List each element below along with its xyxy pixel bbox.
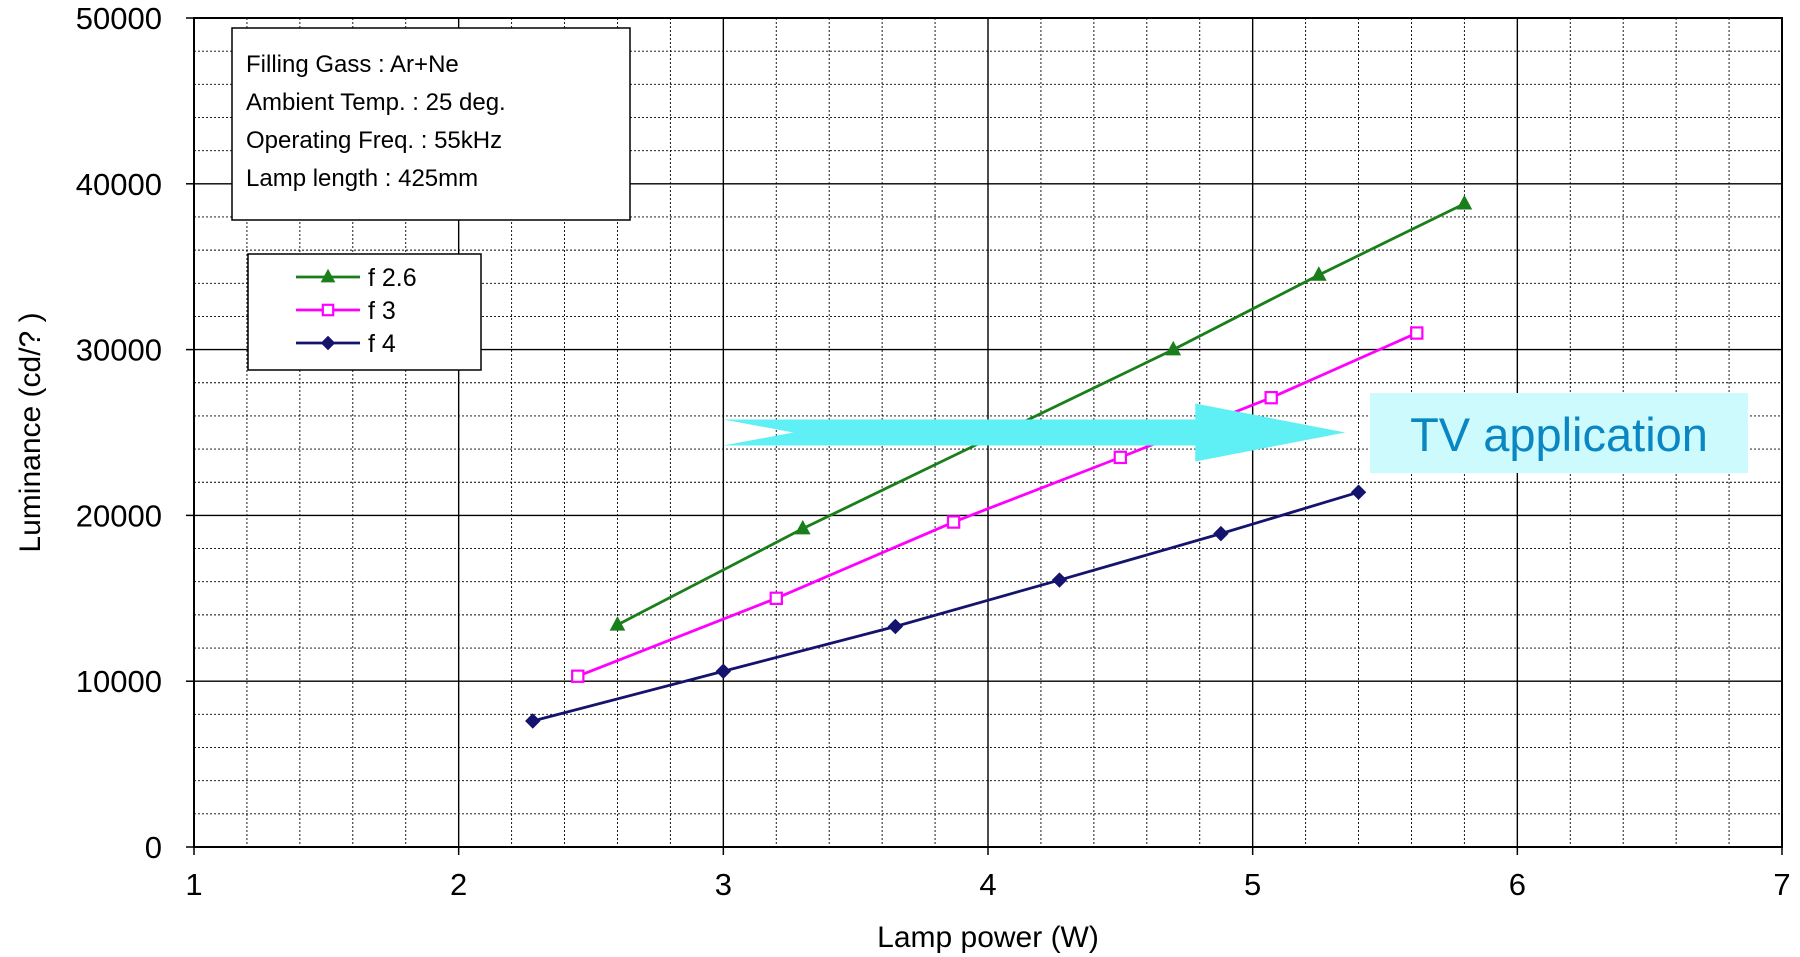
data-point-diamond bbox=[887, 618, 904, 635]
x-tick-label: 3 bbox=[715, 867, 732, 902]
data-point-diamond bbox=[715, 663, 732, 679]
y-tick-label: 50000 bbox=[76, 1, 162, 36]
data-point-triangle bbox=[320, 268, 336, 283]
y-axis-label: Luminance (cd/? ) bbox=[14, 312, 47, 552]
legend-item: f 3 bbox=[296, 297, 396, 325]
info-box-line: Operating Freq. : 55kHz bbox=[246, 127, 502, 154]
data-point-triangle bbox=[794, 519, 811, 535]
legend-item: f 2.6 bbox=[296, 264, 417, 292]
data-point-square bbox=[1264, 390, 1278, 405]
legend: f 2.6 f 3 f 4 bbox=[247, 253, 482, 371]
data-point-triangle bbox=[1310, 266, 1327, 281]
data-point-square bbox=[946, 515, 961, 529]
data-point-diamond bbox=[320, 335, 336, 351]
data-point-triangle bbox=[1165, 340, 1182, 356]
x-tick-label: 7 bbox=[1773, 867, 1790, 902]
series-diamond bbox=[525, 484, 1367, 729]
x-axis-label: Lamp power (W) bbox=[877, 921, 1099, 954]
data-point-square bbox=[769, 591, 783, 606]
legend-item: f 4 bbox=[296, 330, 396, 358]
data-point-diamond bbox=[525, 713, 541, 729]
x-axis-ticks: 1 2 3 4 5 6 7 bbox=[185, 847, 1791, 902]
y-tick-label: 20000 bbox=[76, 498, 162, 533]
tv-application-label: TV application bbox=[1410, 408, 1708, 461]
x-tick-label: 5 bbox=[1244, 867, 1261, 902]
legend-label: f 3 bbox=[368, 297, 396, 325]
info-box-frame bbox=[231, 27, 631, 221]
series-square bbox=[571, 326, 1424, 683]
info-box-line: Ambient Temp. : 25 deg. bbox=[246, 89, 506, 116]
data-point-square bbox=[1113, 450, 1128, 465]
info-box-line: Filling Gass : Ar+Ne bbox=[246, 51, 459, 78]
data-point-diamond bbox=[1213, 525, 1229, 542]
y-tick-label: 10000 bbox=[76, 664, 162, 699]
data-point-diamond bbox=[1051, 572, 1068, 588]
info-box: Filling Gass : Ar+Ne Ambient Temp. : 25 d… bbox=[231, 27, 631, 221]
x-tick-label: 2 bbox=[450, 867, 467, 902]
data-point-square bbox=[571, 669, 585, 683]
info-box-line: Lamp length : 425mm bbox=[246, 165, 478, 192]
data-point-triangle bbox=[1456, 194, 1473, 210]
data-point-square bbox=[321, 303, 335, 317]
legend-label: f 4 bbox=[368, 330, 396, 358]
tv-application-arrow bbox=[723, 403, 1346, 462]
legend-label: f 2.6 bbox=[368, 264, 417, 292]
series-lines bbox=[525, 194, 1473, 729]
legend-frame bbox=[247, 253, 482, 371]
y-axis-ticks: 0 10000 20000 30000 40000 50000 bbox=[76, 1, 194, 865]
y-tick-label: 40000 bbox=[76, 167, 162, 202]
tv-application-annotation: TV application bbox=[723, 393, 1748, 473]
data-point-square bbox=[1410, 326, 1424, 340]
x-tick-label: 4 bbox=[979, 867, 996, 902]
x-tick-label: 1 bbox=[185, 867, 202, 902]
data-point-triangle bbox=[609, 616, 626, 631]
data-point-diamond bbox=[1350, 484, 1367, 500]
series-line bbox=[577, 331, 1418, 678]
y-tick-label: 0 bbox=[145, 830, 162, 865]
tv-application-label-box bbox=[1370, 393, 1748, 473]
y-tick-label: 30000 bbox=[76, 333, 162, 368]
series-triangle bbox=[609, 194, 1473, 631]
series-line bbox=[532, 490, 1359, 723]
x-tick-label: 6 bbox=[1509, 867, 1526, 902]
